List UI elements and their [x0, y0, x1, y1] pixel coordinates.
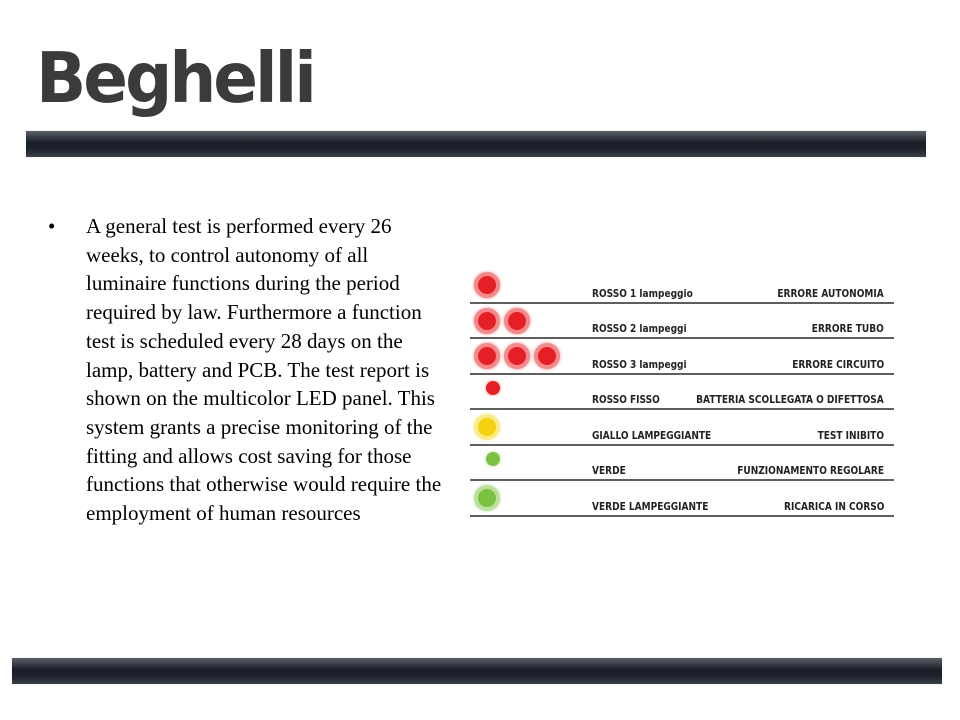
led-row: ROSSO FISSO BATTERIA SCOLLEGATA O DIFETTO… [470, 375, 894, 410]
red-led-icon [474, 272, 500, 298]
led-state-label: GIALLO LAMPEGGIANTE [592, 428, 712, 442]
green-led-icon [474, 485, 500, 511]
red-led-icon [474, 307, 500, 334]
red-led-icon [534, 343, 560, 369]
led-row: ROSSO 2 lampeggi ERRORE TUBO [470, 304, 894, 339]
led-meaning-label: ERRORE AUTONOMIA [777, 286, 884, 300]
beghelli-logo: Beghelli [36, 38, 317, 119]
led-meaning-label: ERRORE CIRCUITO [791, 357, 884, 371]
led-row: ROSSO 1 lampeggio ERRORE AUTONOMIA [470, 268, 894, 304]
description-paragraph: A general test is performed every 26 wee… [86, 214, 442, 526]
led-row: VERDE FUNZIONAMENTO REGOLARE [470, 446, 894, 481]
green-led-icon [486, 451, 500, 466]
bullet-item: • A general test is performed every 26 w… [48, 212, 448, 528]
led-meaning-label: ERRORE TUBO [812, 322, 884, 335]
led-meaning-label: TEST INIBITO [817, 428, 884, 442]
footer-divider-bar [12, 658, 942, 684]
led-state-label: ROSSO 1 lampeggio [592, 286, 693, 300]
led-status-table: ROSSO 1 lampeggio ERRORE AUTONOMIA ROSSO 2… [470, 268, 894, 517]
red-led-icon [474, 343, 500, 369]
red-led-icon [486, 380, 500, 395]
led-state-label: ROSSO 3 lampeggi [592, 357, 687, 371]
red-led-icon [504, 343, 530, 369]
header-divider-bar [26, 131, 926, 157]
led-state-label: VERDE LAMPEGGIANTE [592, 499, 709, 513]
bullet-icon: • [48, 214, 56, 238]
led-meaning-label: FUNZIONAMENTO REGOLARE [737, 464, 884, 477]
red-led-icon [504, 307, 530, 334]
led-row: ROSSO 3 lampeggi ERRORE CIRCUITO [470, 339, 894, 375]
led-row: VERDE LAMPEGGIANTE RICARICA IN CORSO [470, 481, 894, 517]
led-state-label: VERDE [592, 464, 626, 477]
led-row: GIALLO LAMPEGGIANTE TEST INIBITO [470, 410, 894, 446]
led-meaning-label: BATTERIA SCOLLEGATA O DIFETTOSA [696, 393, 884, 406]
led-state-label: ROSSO 2 lampeggi [592, 322, 687, 335]
led-state-label: ROSSO FISSO [592, 393, 660, 406]
yellow-led-icon [474, 414, 500, 440]
led-meaning-label: RICARICA IN CORSO [783, 499, 884, 513]
